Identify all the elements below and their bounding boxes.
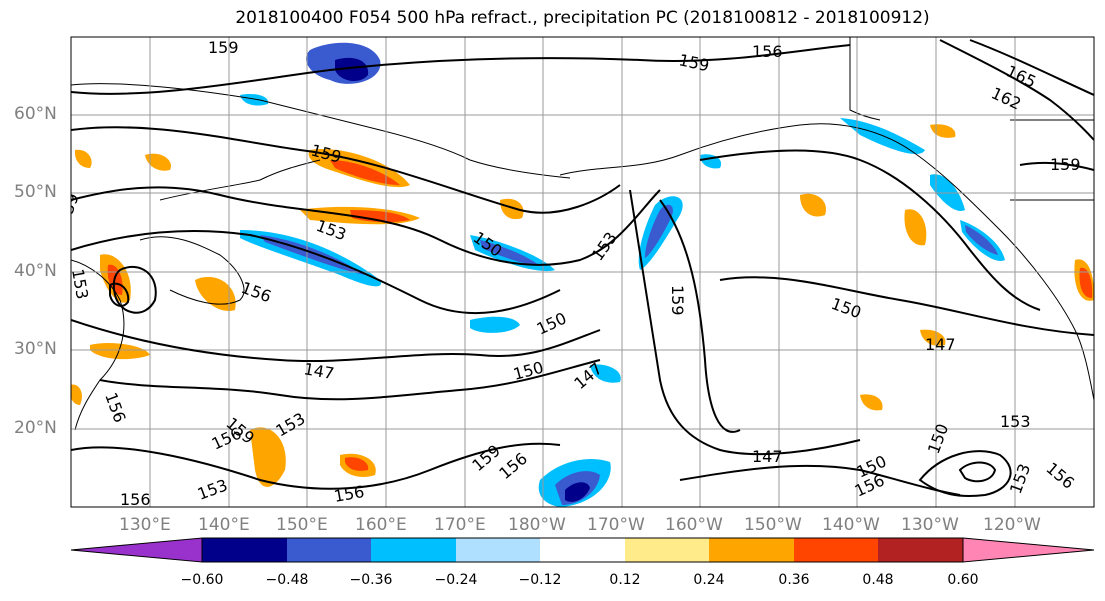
contour-label: 147 (570, 359, 606, 393)
colorbar-tick: −0.24 (434, 572, 478, 588)
lon-label: 130°E (119, 515, 171, 535)
colorbar-tick: 0.60 (947, 572, 979, 588)
contour-label: 162 (988, 83, 1024, 113)
colorbar-segment (371, 538, 456, 562)
colorbar-tick: −0.60 (180, 572, 224, 588)
contour-labels: 159 156 159 165 162 159 159 153 150 153 … (58, 38, 1081, 509)
contour-label: 153 (588, 228, 621, 264)
map-area: 159 156 159 165 162 159 159 153 150 153 … (58, 37, 1094, 509)
contour-label: 159 (208, 38, 239, 57)
colorbar-segment (456, 538, 540, 562)
colorbar-segment (878, 538, 963, 562)
contour-label: 156 (752, 42, 783, 61)
contour-label: 153 (273, 409, 309, 441)
contour-label: 156 (120, 490, 151, 509)
coastlines (71, 37, 1094, 431)
lat-label-30n: 30°N (14, 339, 57, 359)
contour-label: 156 (1042, 459, 1078, 493)
contour-label: 159 (677, 50, 711, 75)
colorbar-tick: 0.36 (778, 572, 810, 588)
contour-label: 150 (829, 294, 864, 322)
contour-label: 156 (332, 482, 365, 506)
colorbar-segment (709, 538, 794, 562)
lon-label: 120°W (983, 515, 1041, 535)
colorbar-extend-low (70, 537, 203, 563)
lat-label-20n: 20°N (14, 418, 57, 438)
colorbar-extend-high (962, 537, 1095, 563)
precip-shading (71, 42, 1094, 507)
colorbar-segment (794, 538, 878, 562)
contour-label: 165 (1003, 61, 1039, 91)
colorbar-segment (202, 538, 287, 562)
lat-label-40n: 40°N (14, 261, 57, 281)
contour-label: 147 (752, 447, 783, 466)
colorbar-tick: 0.12 (609, 572, 641, 588)
contour-label: 159 (668, 285, 687, 316)
colorbar-tick: −0.12 (518, 572, 562, 588)
contour-label: 156 (101, 390, 129, 425)
colorbar-tick: 0.24 (693, 572, 725, 588)
lat-label-60n: 60°N (14, 104, 57, 124)
colorbar-segment (540, 538, 625, 562)
lon-label: 150°W (744, 515, 802, 535)
contour-label: 153 (1000, 412, 1031, 431)
lon-label: 140°W (822, 515, 880, 535)
lon-label: 170°E (434, 515, 486, 535)
lon-label: 170°W (587, 515, 645, 535)
contour-label: 150 (511, 358, 545, 384)
colorbar-tick: −0.48 (265, 572, 309, 588)
lon-label: 160°E (355, 515, 407, 535)
contour-label: 156 (239, 278, 274, 306)
lon-label: 140°E (198, 515, 250, 535)
colorbar-segment (287, 538, 371, 562)
lon-label: 160°W (665, 515, 723, 535)
contour-label: 153 (195, 475, 230, 503)
contour-label: 150 (534, 308, 570, 338)
lon-label: 180°W (508, 515, 566, 535)
contour-label: 147 (925, 335, 956, 354)
contour-label: 159 (1050, 155, 1081, 174)
gridlines (71, 37, 1094, 507)
refractivity-contours (71, 39, 1094, 498)
colorbar-segment (625, 538, 709, 562)
contour-label: 159 (309, 141, 343, 167)
contour-label: 153 (68, 267, 92, 300)
lon-label: 130°W (901, 515, 959, 535)
map-frame (70, 36, 1095, 508)
map-title: 2018100400 F054 500 hPa refract., precip… (235, 8, 930, 28)
contour-label: 150 (924, 421, 952, 456)
contour-label: 59 (58, 191, 83, 217)
colorbar (70, 537, 1095, 563)
colorbar-tick: 0.48 (862, 572, 894, 588)
lon-label: 150°E (276, 515, 328, 535)
lat-label-50n: 50°N (14, 182, 57, 202)
colorbar-tick: −0.36 (349, 572, 393, 588)
